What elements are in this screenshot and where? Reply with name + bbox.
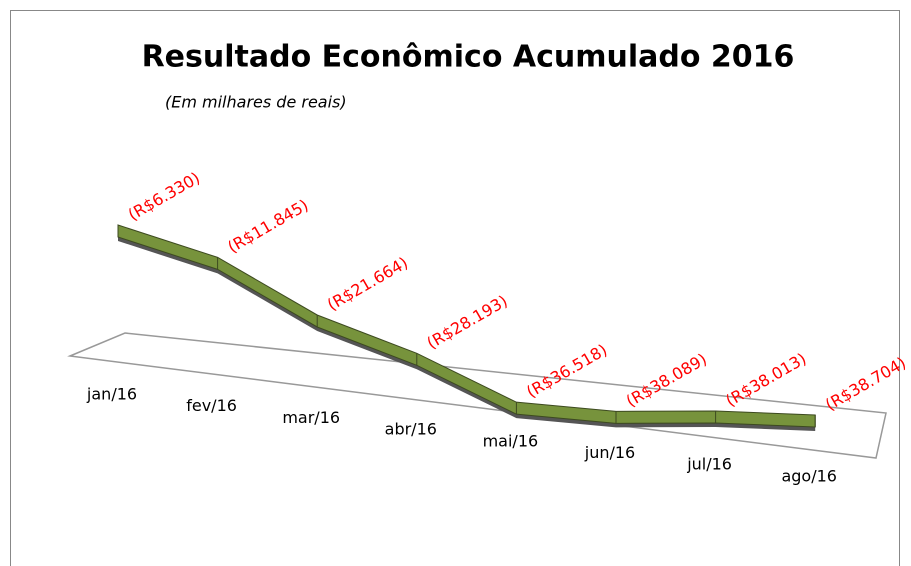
x-tick-label: mai/16 xyxy=(483,431,539,450)
x-tick-label: abr/16 xyxy=(385,420,437,439)
chart-subtitle: (Em milhares de reais) xyxy=(165,93,347,112)
x-tick-label: jun/16 xyxy=(584,443,635,462)
chart-title: Resultado Econômico Acumulado 2016 xyxy=(142,40,795,75)
x-tick-label: jan/16 xyxy=(86,385,137,404)
x-tick-label: fev/16 xyxy=(186,396,237,415)
ribbon-shadow xyxy=(118,235,816,431)
x-tick-label: mar/16 xyxy=(282,408,340,427)
chart-frame xyxy=(10,10,900,566)
x-tick-label: jul/16 xyxy=(686,455,732,474)
x-tick-label: ago/16 xyxy=(781,466,837,485)
